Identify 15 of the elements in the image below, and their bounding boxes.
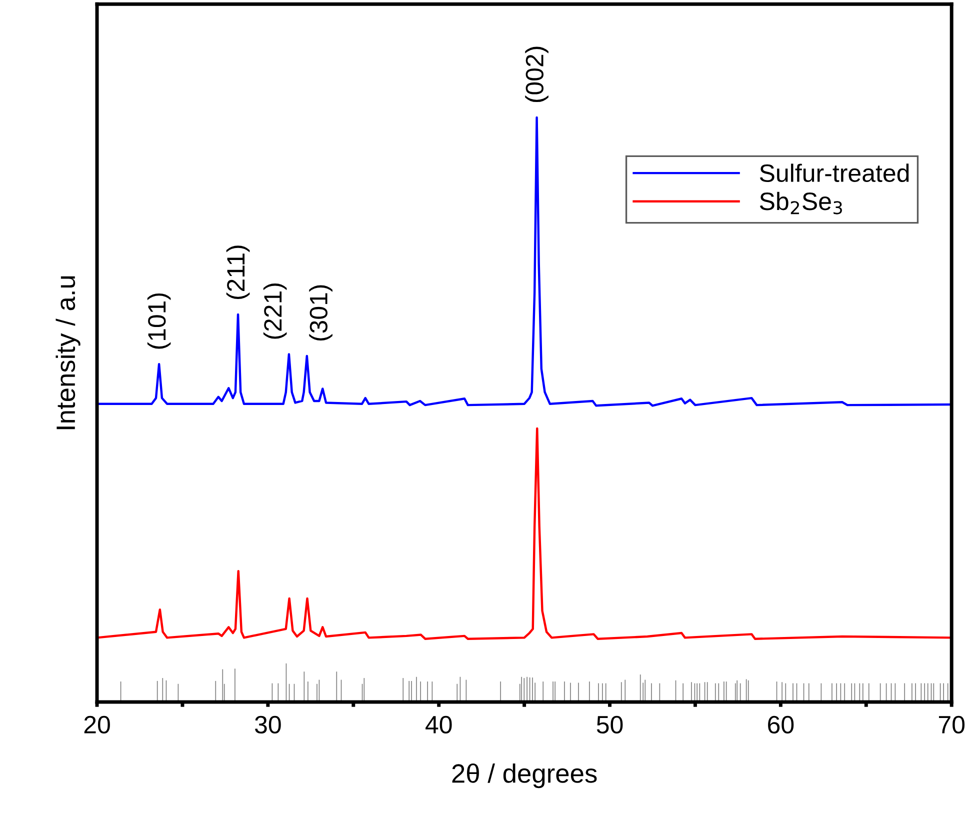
x-tick-label: 20 <box>84 716 110 734</box>
annotation: (301) <box>309 285 332 341</box>
annotation: (101) <box>147 293 171 349</box>
annotation: (221) <box>263 284 287 339</box>
annotation: (002) <box>525 46 548 102</box>
x-tick-label: 40 <box>426 716 452 734</box>
x-axis-title: 2θ / degrees <box>452 763 597 788</box>
x-tick-label: 70 <box>938 716 965 734</box>
y-axis-title: Intensity / a.u <box>56 276 80 430</box>
x-tick-label: 50 <box>596 716 623 734</box>
annotation: (211) <box>226 246 250 300</box>
legend-label: Sulfur-treated <box>760 164 909 182</box>
legend-label: Sb$_{2}$Se$_{3}$ <box>760 192 842 214</box>
x-tick-label: 60 <box>768 716 794 734</box>
x-tick-label: 30 <box>254 716 281 734</box>
